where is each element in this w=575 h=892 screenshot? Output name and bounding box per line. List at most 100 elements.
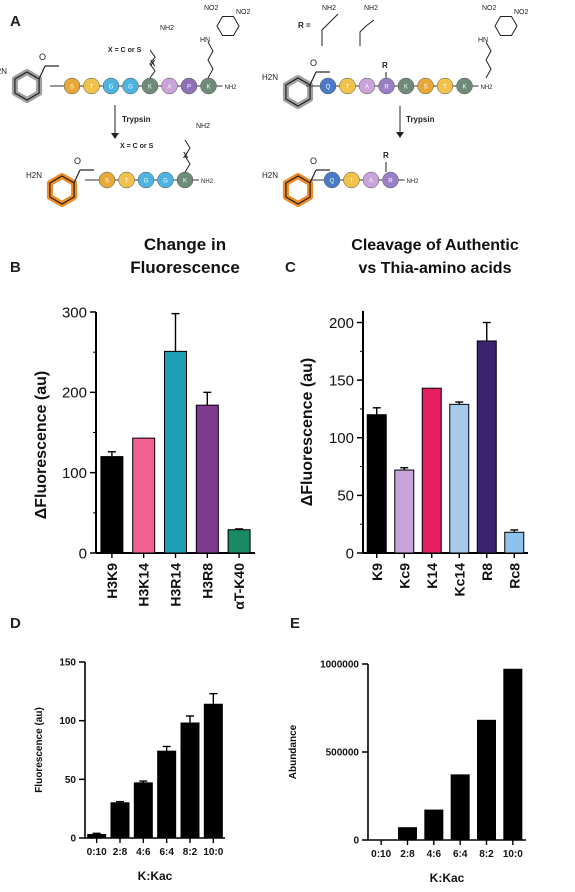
panel-letter: C [285, 259, 296, 276]
y-tick-label: 150 [329, 372, 354, 389]
residue-letter: T [125, 179, 129, 185]
residue-letter: Q [330, 179, 335, 185]
y-tick-label: 100 [59, 716, 76, 727]
amine-h2n-label: H2N [26, 171, 42, 180]
x-tick-label: 8:2 [183, 847, 198, 858]
residue-letter: K [404, 85, 408, 91]
dinitrophenyl-ring [216, 16, 240, 36]
bar [180, 722, 200, 839]
x-definition-label: X = C or S [108, 47, 142, 54]
x-tick-label: 10:0 [503, 849, 523, 860]
residue-letter: P [187, 85, 191, 91]
bar [133, 782, 153, 839]
carbonyl-bond [309, 169, 317, 184]
carbonyl-o-label: O [39, 52, 46, 62]
y-axis-label: Fluorescence (au) [34, 707, 45, 793]
bar [477, 719, 496, 841]
bar [421, 387, 442, 554]
bar [449, 403, 470, 554]
chart-title-line: Cleavage of Authentic [351, 237, 519, 254]
cleaved-cap-right: O H2N [262, 156, 330, 207]
trypsin-arrowhead-right [396, 132, 404, 138]
residue-bead [382, 171, 399, 189]
residue-letter: A [167, 85, 171, 91]
bar [195, 404, 219, 554]
c-terminus-nh2: NH2 [225, 85, 238, 91]
residue-letter: S [70, 85, 74, 91]
residue-bead [161, 77, 178, 95]
y-tick-label: 1000000 [320, 660, 359, 671]
amine-h2n-label: H2N [0, 67, 7, 76]
residue-letter: T [350, 179, 354, 185]
residue-letter: G [128, 85, 133, 91]
residue-letter: K [206, 85, 210, 91]
nitro-label: NO2 [482, 5, 497, 12]
trypsin-label-right: Trypsin [406, 115, 435, 124]
side-chain [485, 41, 492, 79]
x-tick-label: 2:8 [113, 847, 128, 858]
x-tick-label: H3R8 [199, 563, 215, 599]
y-tick-label: 50 [65, 775, 77, 786]
left-product-side-chain [184, 139, 191, 173]
chart-d: D 0 50 100 150 Fluorescence (au) 0:10 2:8 4:6 6:4… [10, 615, 225, 883]
panel-a-letter: A [10, 13, 21, 30]
product-side-chain-nh2-label: NH2 [196, 123, 210, 130]
residue-bead [339, 77, 356, 95]
x-tick-label: 6:4 [453, 849, 468, 860]
amine-h2n-label: H2N [262, 171, 278, 180]
x-tick-label: Kc9 [396, 563, 412, 589]
x-tick-label: αT-K40 [231, 563, 247, 610]
x-tick-label: 10:0 [203, 847, 223, 858]
residue-letter: Q [326, 85, 331, 91]
residue-letter: T [90, 85, 94, 91]
benzene-ring-halo [46, 173, 78, 207]
bar [394, 469, 415, 554]
guanidine-nh2-label: NH2 [322, 5, 336, 12]
residue-letter: R [388, 179, 393, 185]
residue-bead [83, 77, 100, 95]
bar [132, 437, 156, 554]
residue-bead [157, 171, 174, 189]
bar [504, 531, 525, 554]
right-k-dnp-side-chain [485, 41, 492, 79]
intact-cap-right: O H2N [262, 58, 330, 109]
trypsin-label-left: Trypsin [122, 115, 151, 124]
residue-letter: A [365, 85, 369, 91]
carbonyl-o-label: O [310, 156, 317, 166]
benzene-ring-halo [282, 173, 314, 207]
cleaved-cap-left: O H2N [26, 156, 94, 207]
side-chain-nh2-label: NH2 [160, 25, 174, 32]
y-tick-label: 100 [329, 430, 354, 447]
left-dnp-group: NO2 NO2 HN [200, 5, 251, 44]
x-tick-label: R8 [479, 563, 495, 581]
residue-bead [358, 77, 376, 95]
residue-bead [63, 77, 81, 95]
y-tick-label: 100 [62, 465, 87, 482]
residue-letter: G [109, 85, 114, 91]
residue-bead [122, 77, 139, 95]
x-tick-label: K14 [424, 563, 440, 589]
benzene-ring-halo [282, 75, 314, 109]
x-tick-label: H3K9 [104, 563, 120, 599]
product-x-atom-label: X [183, 151, 189, 160]
dinitrophenyl-ring [494, 16, 518, 36]
residue-bead [343, 171, 360, 189]
bar [157, 750, 177, 839]
hn-label: HN [478, 37, 488, 44]
side-chain [184, 139, 191, 173]
residue-letter: K [462, 85, 466, 91]
x-tick-label: 0:10 [87, 847, 107, 858]
carbonyl-bond [309, 71, 317, 86]
bar [87, 833, 107, 839]
residue-letter: K [183, 179, 187, 185]
bar [164, 350, 187, 554]
residue-bead [137, 171, 155, 189]
bar [100, 456, 124, 554]
x-axis-label: K:Kac [138, 869, 173, 883]
residue-bead [98, 171, 116, 189]
x-tick-label: 2:8 [400, 849, 415, 860]
y-tick-label: 200 [329, 315, 354, 332]
right-dnp-group: NO2 NO2 HN [478, 5, 529, 44]
left-peptide-chain: S T G G K A P K NH2 [50, 77, 238, 95]
